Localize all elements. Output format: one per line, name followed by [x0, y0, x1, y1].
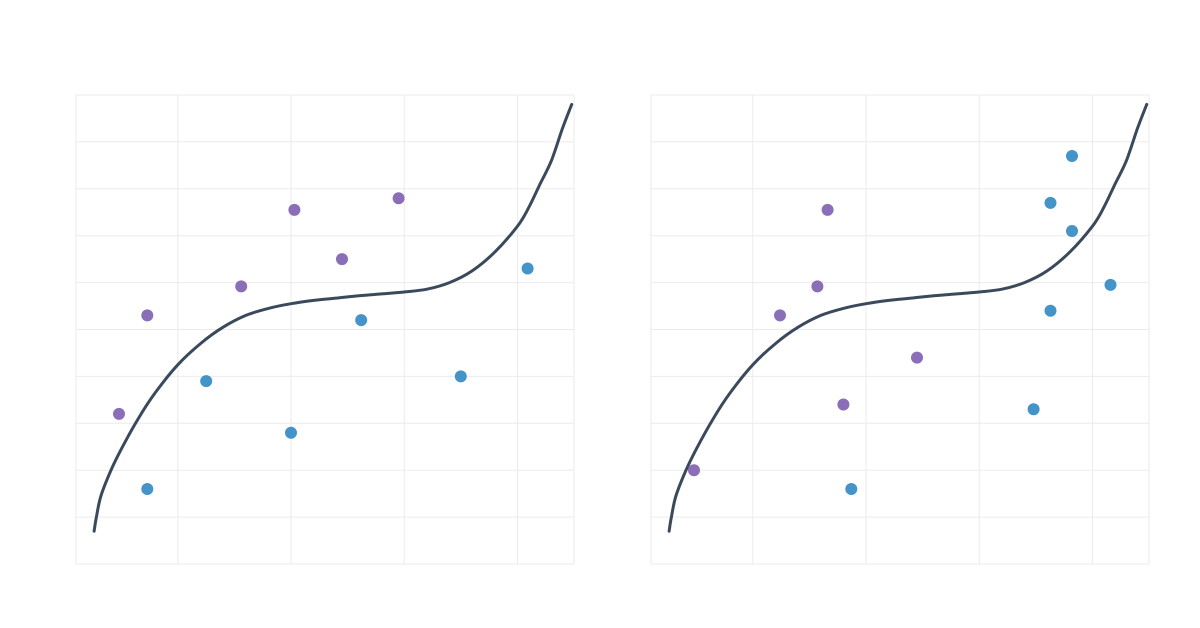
fitted-curve-line: [667, 102, 1149, 533]
blue-data-point: [1044, 304, 1057, 317]
purple-data-point: [837, 398, 850, 411]
blue-data-point: [1066, 225, 1078, 237]
blue-data-point: [141, 483, 154, 495]
blue-data-point: [355, 314, 368, 327]
blue-data-point: [845, 483, 858, 495]
purple-data-point: [821, 203, 834, 216]
purple-data-point: [336, 253, 348, 266]
blue-data-point: [521, 262, 534, 275]
purple-data-point: [688, 464, 700, 477]
purple-data-point: [392, 192, 405, 205]
blue-data-point: [1044, 196, 1057, 209]
right-scatter-panel: [650, 94, 1150, 565]
purple-data-point: [811, 280, 824, 293]
left-scatter-panel: [75, 94, 575, 565]
purple-data-point: [288, 203, 301, 216]
purple-data-point: [113, 407, 125, 420]
blue-data-point: [285, 426, 297, 439]
purple-data-point: [911, 351, 923, 364]
purple-data-point: [141, 309, 154, 322]
blue-data-point: [200, 375, 213, 388]
fitted-curve-line: [92, 102, 574, 533]
blue-data-point: [1027, 403, 1040, 416]
blue-data-point: [454, 370, 467, 383]
blue-data-point: [1066, 150, 1078, 162]
purple-data-point: [235, 280, 248, 293]
purple-data-point: [774, 309, 786, 322]
blue-data-point: [1104, 278, 1117, 291]
